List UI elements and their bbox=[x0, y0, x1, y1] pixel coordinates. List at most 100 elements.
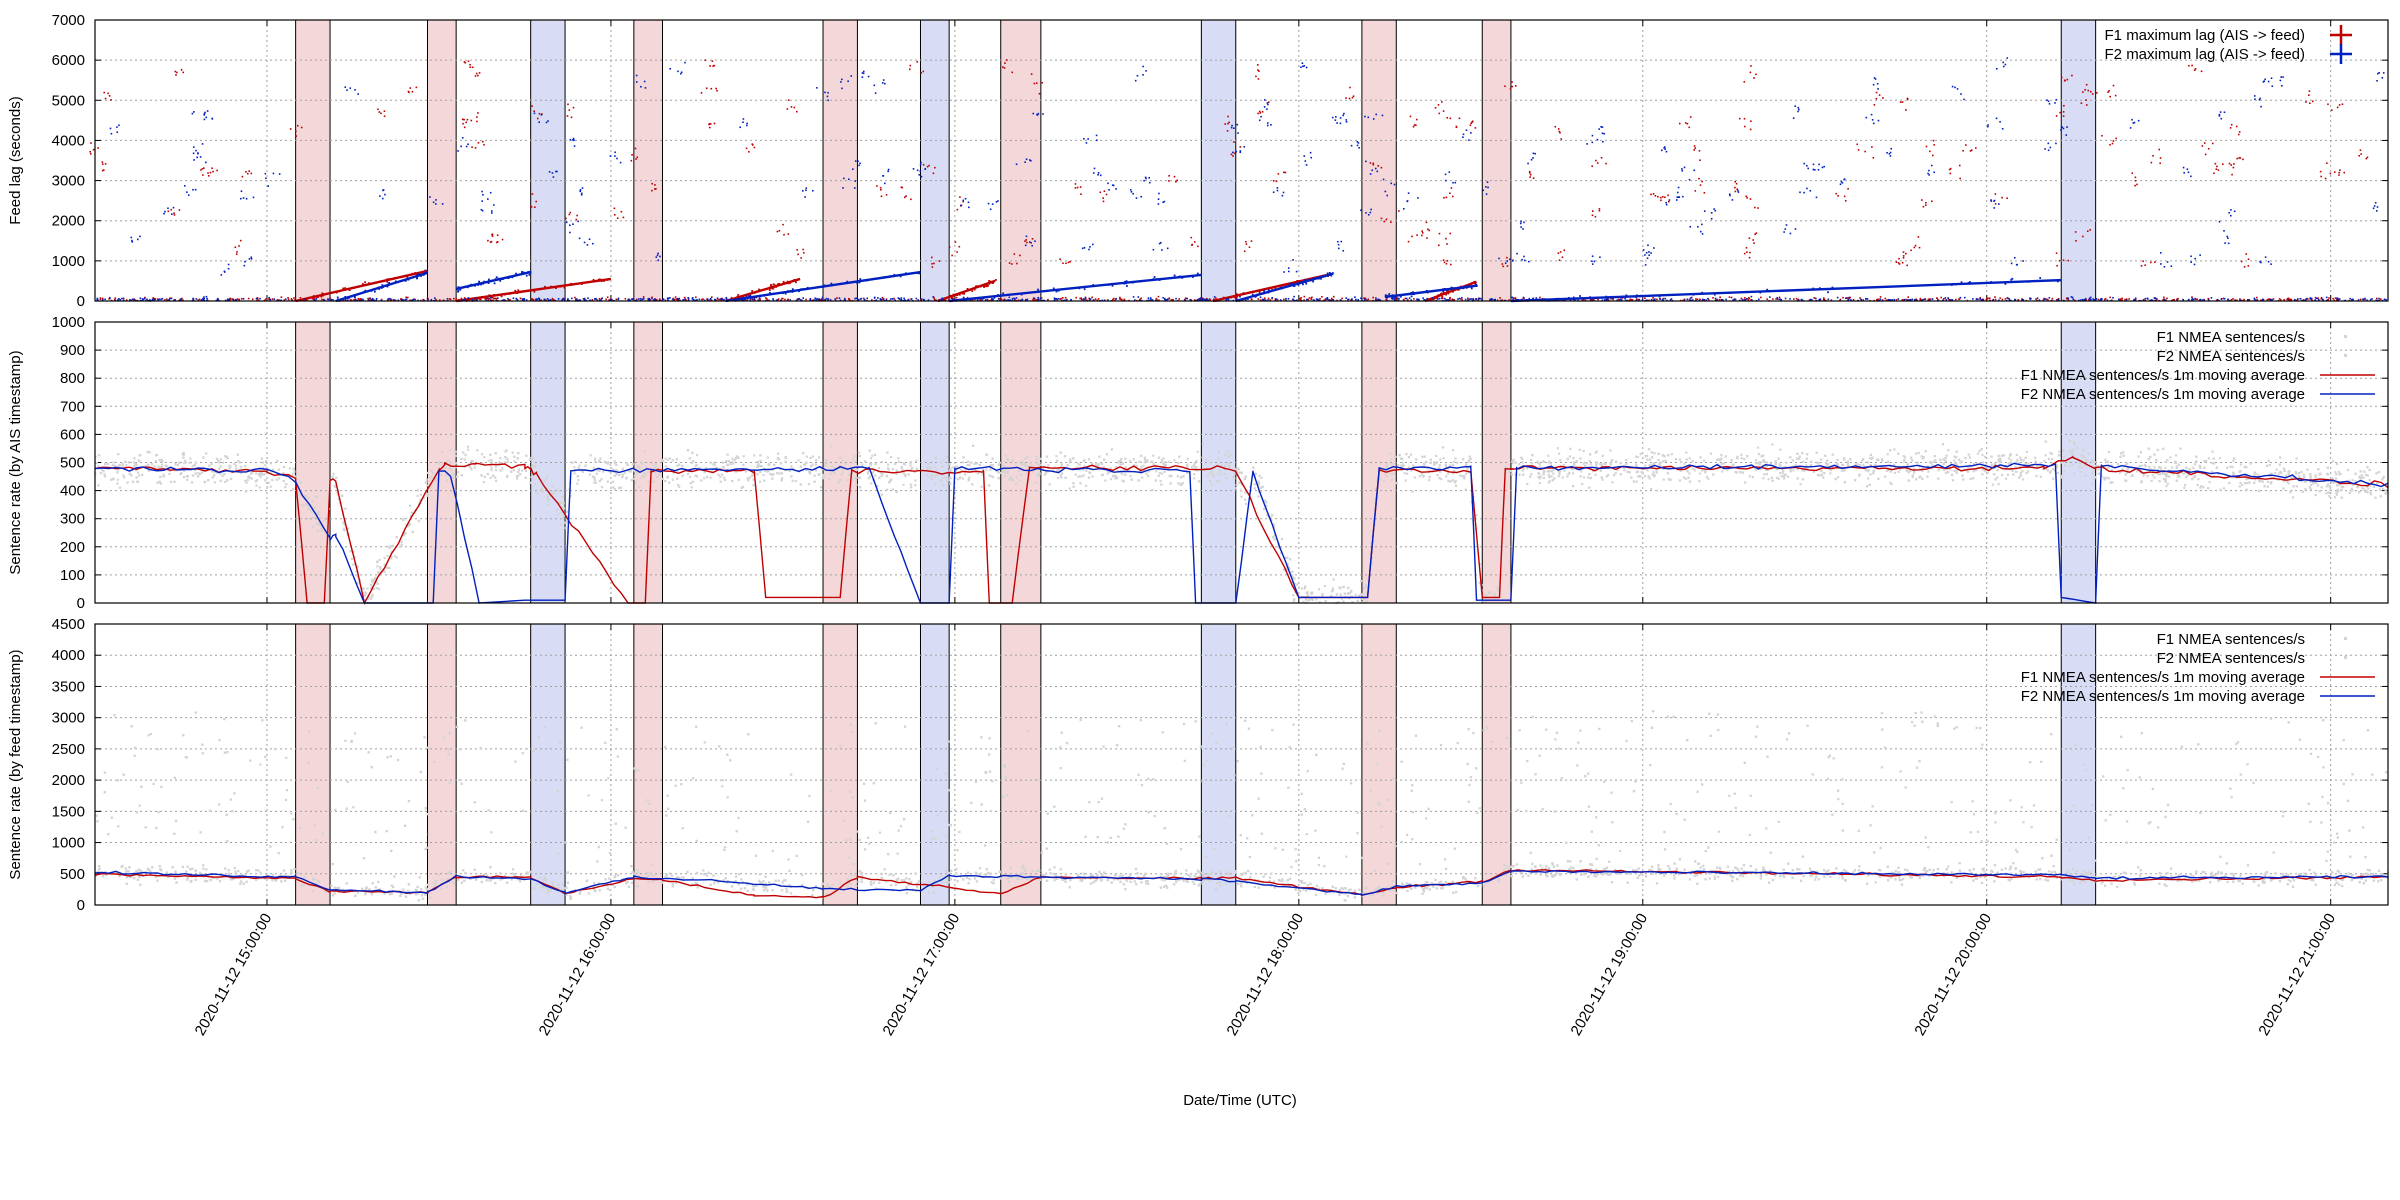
outage-band bbox=[1481, 19, 1512, 302]
lag-outlier bbox=[1228, 121, 1230, 124]
lag-outlier bbox=[573, 139, 575, 142]
lag-point bbox=[1877, 298, 1879, 301]
lag-outlier bbox=[2090, 90, 2092, 93]
lag-outlier bbox=[586, 244, 589, 246]
lag-outlier bbox=[1250, 240, 1253, 242]
lag-outlier bbox=[1310, 156, 1313, 159]
scatter-point bbox=[703, 477, 706, 480]
lag-point bbox=[457, 289, 460, 292]
lag-point bbox=[1447, 299, 1450, 301]
lag-point bbox=[496, 297, 499, 300]
lag-point bbox=[569, 282, 572, 285]
lag-point bbox=[1199, 297, 1202, 299]
lag-outlier bbox=[1876, 82, 1879, 85]
lag-outlier bbox=[1557, 252, 1560, 255]
lag-point bbox=[1479, 297, 1482, 300]
lag-outlier bbox=[2319, 170, 2322, 173]
lag-outlier bbox=[852, 168, 854, 170]
lag-outlier bbox=[1856, 143, 1859, 146]
lag-outlier bbox=[2001, 128, 2004, 130]
lag-outlier bbox=[620, 210, 623, 213]
lag-point bbox=[1107, 299, 1109, 301]
lag-point bbox=[2302, 299, 2305, 301]
lag-outlier bbox=[2220, 117, 2223, 120]
lag-point bbox=[512, 297, 515, 300]
lag-outlier bbox=[1598, 128, 1600, 130]
lag-point bbox=[507, 277, 510, 279]
lag-point bbox=[2004, 283, 2007, 285]
lag-outlier bbox=[349, 87, 352, 89]
lag-outlier bbox=[90, 142, 92, 144]
lag-outlier bbox=[2240, 260, 2243, 263]
lag-point bbox=[1903, 298, 1906, 301]
lag-outlier bbox=[531, 193, 534, 195]
lag-outlier bbox=[1928, 169, 1930, 172]
lag-point bbox=[772, 298, 774, 300]
scatter-point bbox=[304, 503, 308, 506]
scatter-point bbox=[1976, 452, 1980, 455]
lag-point bbox=[1438, 297, 1441, 300]
lag-outlier bbox=[1032, 112, 1035, 115]
lag-outlier bbox=[1757, 207, 1759, 209]
lag-outlier bbox=[2227, 237, 2229, 239]
lag-point bbox=[365, 283, 368, 286]
lag-point bbox=[1367, 298, 1370, 301]
lag-point bbox=[1009, 299, 1012, 301]
lag-outlier bbox=[2136, 183, 2138, 186]
lag-point bbox=[1747, 299, 1750, 301]
lag-outlier bbox=[2134, 176, 2137, 179]
lag-outlier bbox=[2101, 134, 2103, 137]
lag-point bbox=[206, 297, 208, 300]
lag-point bbox=[2006, 297, 2009, 299]
lag-point bbox=[477, 284, 480, 286]
scatter-point bbox=[841, 471, 844, 474]
lag-point bbox=[462, 299, 465, 301]
lag-point bbox=[2106, 299, 2109, 302]
lag-point bbox=[2266, 298, 2269, 301]
lag-point bbox=[1415, 292, 1418, 295]
lag-point bbox=[1909, 298, 1912, 301]
lag-outlier bbox=[1013, 253, 1016, 255]
lag-point bbox=[1150, 298, 1152, 301]
lag-point bbox=[313, 297, 316, 300]
lag-point bbox=[1637, 298, 1640, 301]
lag-point bbox=[417, 273, 420, 276]
lag-point bbox=[487, 281, 490, 284]
lag-outlier bbox=[1471, 121, 1473, 123]
lag-point bbox=[515, 297, 518, 300]
lag-outlier bbox=[680, 71, 683, 74]
scatter-point bbox=[576, 482, 579, 485]
lag-outlier bbox=[1438, 232, 1441, 235]
lag-outlier bbox=[2247, 265, 2250, 267]
lag-point bbox=[955, 296, 958, 299]
lag-point bbox=[2320, 296, 2323, 299]
lag-outlier bbox=[1372, 163, 1375, 166]
lag-outlier bbox=[1232, 155, 1234, 157]
lag-point bbox=[2188, 298, 2190, 301]
scatter-point bbox=[1321, 594, 1324, 597]
lag-point bbox=[1517, 299, 1520, 301]
lag-outlier bbox=[1445, 262, 1448, 265]
lag-outlier bbox=[2259, 260, 2261, 263]
lag-outlier bbox=[908, 68, 911, 71]
lag-point bbox=[1897, 298, 1900, 300]
scatter-point bbox=[2275, 468, 2278, 471]
lag-point bbox=[1026, 298, 1029, 301]
lag-outlier bbox=[1267, 103, 1269, 106]
lag-outlier bbox=[713, 122, 716, 125]
lag-point bbox=[1969, 281, 1971, 283]
lag-point bbox=[1354, 296, 1356, 298]
lag-point bbox=[1795, 297, 1798, 300]
lag-point bbox=[1535, 297, 1538, 299]
lag-outlier bbox=[1683, 166, 1686, 169]
lag-point bbox=[606, 278, 609, 281]
lag-outlier bbox=[1684, 122, 1687, 124]
lag-outlier bbox=[928, 164, 930, 167]
lag-point bbox=[992, 298, 994, 301]
lag-outlier bbox=[882, 82, 884, 84]
lag-outlier bbox=[1962, 149, 1964, 152]
scatter-point bbox=[1233, 477, 1236, 480]
lag-point bbox=[746, 299, 748, 302]
lag-point bbox=[2307, 298, 2309, 300]
lag-point bbox=[707, 299, 709, 301]
